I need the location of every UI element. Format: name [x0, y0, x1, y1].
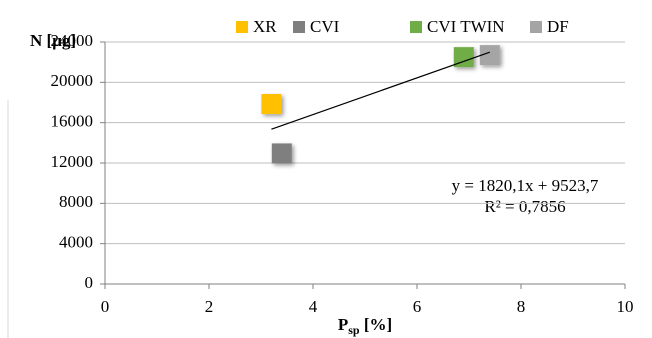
x-tick-label: 2 [205, 297, 214, 316]
legend-label: DF [547, 17, 569, 36]
point [261, 94, 282, 115]
legend-label: XR [253, 17, 277, 36]
y-tick-label: 24000 [51, 31, 94, 50]
trend-r2: R² = 0,7856 [484, 197, 565, 216]
x-tick-label: 4 [309, 297, 318, 316]
x-label-unit: [%] [360, 315, 393, 334]
x-label-main: P [338, 315, 348, 334]
y-tick-label: 4000 [59, 233, 93, 252]
trend-equation: y = 1820,1x + 9523,7 [452, 176, 599, 195]
x-axis-label: Psp [%] [338, 315, 392, 337]
legend-swatch [293, 21, 305, 33]
y-tick-label: 20000 [51, 71, 94, 90]
legend-swatch [530, 21, 542, 33]
y-axis-label: N [μg] [30, 31, 76, 50]
legend-swatch [410, 21, 422, 33]
legend-label: CVI TWIN [427, 17, 505, 36]
x-tick-label: 6 [413, 297, 422, 316]
legend-swatch [236, 21, 248, 33]
point [453, 47, 474, 68]
x-tick-label: 8 [517, 297, 526, 316]
x-tick-label: 10 [617, 297, 634, 316]
y-tick-label: 12000 [51, 152, 94, 171]
y-tick-label: 16000 [51, 112, 94, 131]
y-tick-label: 0 [85, 273, 94, 292]
x-tick-label: 0 [101, 297, 110, 316]
legend-label: CVI [310, 17, 340, 36]
y-tick-label: 8000 [59, 192, 93, 211]
x-label-sub: sp [348, 323, 360, 337]
trendline [271, 51, 490, 130]
point [479, 45, 500, 66]
point [271, 143, 292, 164]
